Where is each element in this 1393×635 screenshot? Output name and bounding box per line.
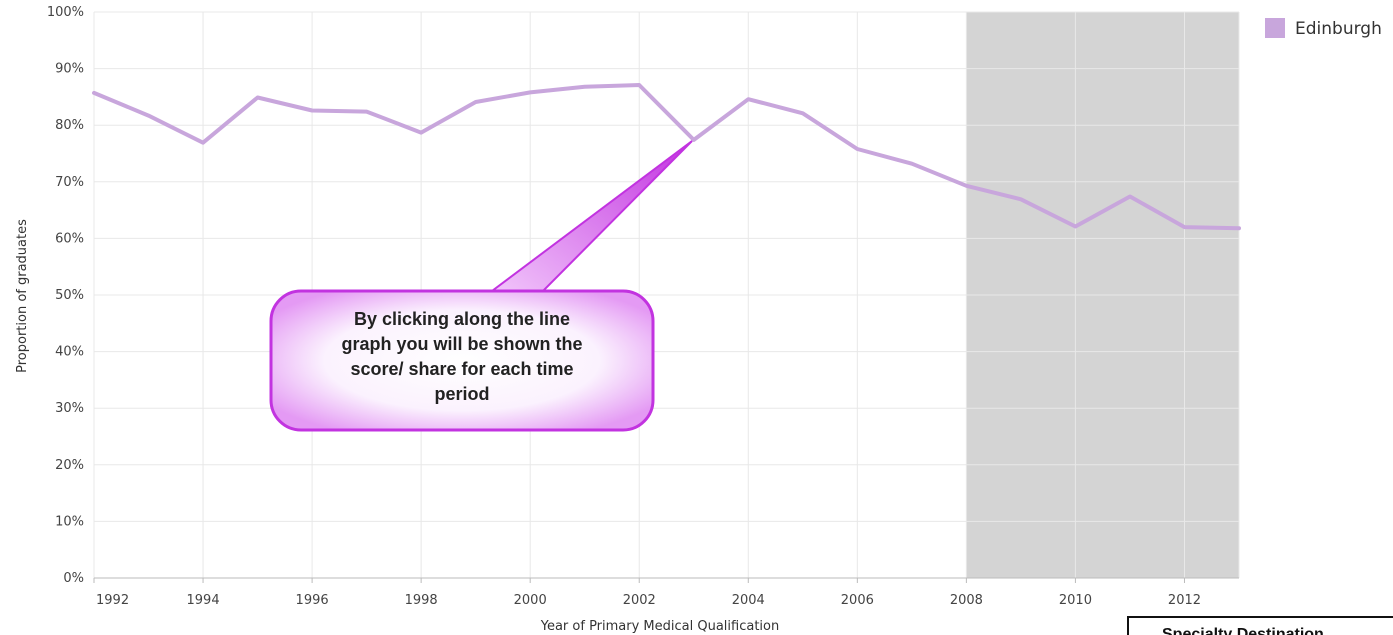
x-axis-ticks: 1992 1994 1996 1998 2000 2002 2004 2006 2008 2010… bbox=[93, 578, 1201, 608]
data-point-1994[interactable] bbox=[197, 137, 209, 149]
data-point-2007[interactable] bbox=[906, 158, 918, 170]
data-point-2004[interactable] bbox=[742, 93, 754, 105]
data-point-1996[interactable] bbox=[306, 105, 318, 117]
specialty-destination-label: Specialty Destination bbox=[1162, 626, 1324, 635]
data-point-2001[interactable] bbox=[579, 81, 591, 93]
data-point-2013[interactable] bbox=[1233, 222, 1245, 234]
data-point-1999[interactable] bbox=[470, 96, 482, 108]
data-point-2005[interactable] bbox=[797, 107, 809, 119]
callout-line-1: By clicking along the line bbox=[354, 309, 570, 329]
callout-line-4: period bbox=[434, 384, 489, 404]
x-axis-title: Year of Primary Medical Qualification bbox=[540, 619, 780, 634]
specialty-destination-box[interactable]: Specialty Destination bbox=[1127, 616, 1393, 635]
data-point-2011[interactable] bbox=[1124, 191, 1136, 203]
x-tick-label: 1994 bbox=[187, 593, 220, 608]
data-point-2010[interactable] bbox=[1069, 221, 1081, 233]
x-tick-label: 2010 bbox=[1059, 593, 1092, 608]
callout-line-3: score/ share for each time bbox=[350, 359, 573, 379]
x-tick-label: 1992 bbox=[96, 593, 129, 608]
x-tick-label: 2006 bbox=[841, 593, 874, 608]
y-tick-label: 90% bbox=[55, 62, 84, 77]
specialty-destination-frame bbox=[1127, 616, 1393, 635]
x-tick-label: 1996 bbox=[296, 593, 329, 608]
x-tick-label: 2012 bbox=[1168, 593, 1201, 608]
y-tick-label: 60% bbox=[55, 231, 84, 246]
legend-swatch-edinburgh bbox=[1265, 18, 1285, 38]
legend-label-edinburgh: Edinburgh bbox=[1295, 19, 1382, 39]
data-point-1992[interactable] bbox=[88, 87, 100, 99]
y-tick-label: 0% bbox=[63, 571, 84, 586]
data-point-1998[interactable] bbox=[415, 127, 427, 139]
data-point-1993[interactable] bbox=[143, 110, 155, 122]
x-tick-label: 2000 bbox=[514, 593, 547, 608]
legend[interactable]: Edinburgh bbox=[1265, 18, 1382, 39]
x-tick-label: 2004 bbox=[732, 593, 765, 608]
data-point-2000[interactable] bbox=[524, 86, 536, 98]
data-point-2009[interactable] bbox=[1015, 193, 1027, 205]
callout-line-2: graph you will be shown the bbox=[341, 334, 582, 354]
y-axis-ticks: 0% 10% 20% 30% 40% 50% 60% 70% 80% 90% 100% bbox=[47, 5, 84, 586]
y-tick-label: 50% bbox=[55, 288, 84, 303]
data-point-1997[interactable] bbox=[361, 106, 373, 118]
y-tick-label: 70% bbox=[55, 175, 84, 190]
y-tick-label: 100% bbox=[47, 5, 84, 20]
series-layer[interactable] bbox=[88, 79, 1245, 234]
data-point-2006[interactable] bbox=[851, 143, 863, 155]
y-tick-label: 10% bbox=[55, 514, 84, 529]
y-tick-label: 40% bbox=[55, 345, 84, 360]
data-point-1995[interactable] bbox=[252, 92, 264, 104]
y-tick-label: 20% bbox=[55, 458, 84, 473]
y-tick-label: 30% bbox=[55, 401, 84, 416]
y-axis-title: Proportion of graduates bbox=[15, 219, 30, 373]
x-tick-label: 2008 bbox=[950, 593, 983, 608]
x-tick-label: 2002 bbox=[623, 593, 656, 608]
data-point-2012[interactable] bbox=[1179, 221, 1191, 233]
data-point-2002[interactable] bbox=[633, 79, 645, 91]
annotation-callout: By clicking along the line graph you wil… bbox=[269, 140, 693, 432]
x-tick-label: 1998 bbox=[405, 593, 438, 608]
callout-box bbox=[269, 289, 655, 432]
y-tick-label: 80% bbox=[55, 118, 84, 133]
series-line-edinburgh[interactable] bbox=[92, 83, 1241, 231]
data-point-2008[interactable] bbox=[960, 180, 972, 192]
